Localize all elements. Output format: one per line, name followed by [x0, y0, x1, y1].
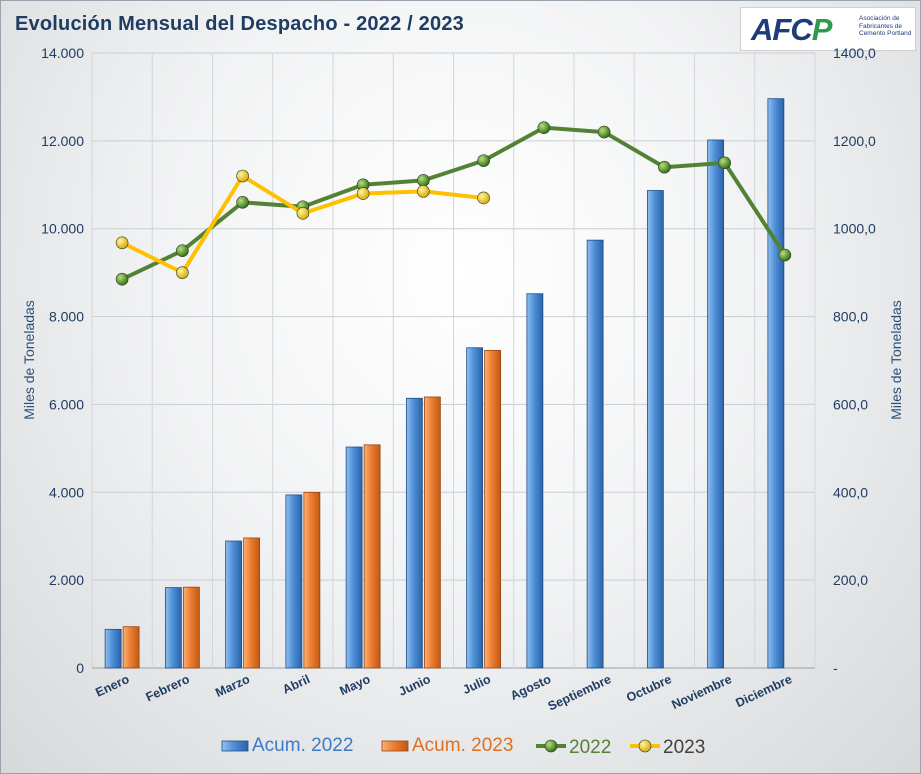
bar-acum-2022	[526, 293, 544, 669]
legend-label-acum-2023: Acum. 2023	[412, 735, 513, 756]
bar-acum-2023	[423, 396, 441, 669]
marker-2022	[597, 125, 611, 139]
left-axis-ticks: 0 2.000 4.000 6.000 8.000 10.000 12.000 14.000	[41, 45, 84, 676]
bar-acum-2022	[707, 139, 725, 669]
bar-acum-2023	[122, 626, 140, 669]
logo-mark-p: P	[811, 12, 833, 47]
bar-acum-2023	[484, 349, 502, 669]
left-tick-label: 8.000	[49, 309, 84, 325]
legend-swatch-acum-2023	[381, 740, 409, 752]
logo-text: Asociación de Fabricantes de Cemento Por…	[859, 15, 912, 37]
left-tick-label: 14.000	[41, 45, 84, 61]
afcp-logo: AFCP Asociación de Fabricantes de Cement…	[740, 7, 916, 51]
left-tick-label: 6.000	[49, 396, 84, 412]
marker-2022	[115, 272, 129, 286]
bar-acum-2022	[466, 347, 484, 669]
right-tick-label: 1400,0	[833, 45, 876, 61]
bar-acum-2023	[182, 586, 200, 669]
category-label: Diciembre	[733, 672, 794, 710]
right-tick-label: 1000,0	[833, 221, 876, 237]
category-label: Junio	[397, 672, 433, 699]
bars	[104, 98, 785, 669]
marker-2022	[417, 174, 430, 187]
marker-2022	[236, 196, 249, 209]
bar-acum-2023	[363, 444, 381, 669]
legend-label-acum-2022: Acum. 2022	[252, 735, 353, 756]
category-label: Enero	[93, 672, 131, 700]
category-label: Noviembre	[669, 672, 734, 712]
marker-2023	[417, 185, 430, 198]
category-label: Abril	[280, 672, 312, 697]
line-2022	[121, 125, 787, 282]
left-axis-title: Miles de Toneladas	[21, 300, 37, 420]
bar-acum-2022	[405, 397, 423, 669]
bar-acum-2022	[586, 239, 604, 669]
marker-2022	[176, 244, 189, 257]
left-tick-label: 10.000	[41, 221, 84, 237]
right-tick-label: 600,0	[833, 396, 868, 412]
marker-2022	[778, 248, 792, 262]
right-axis-ticks: - 200,0 400,0 600,0 800,0 1000,0 1200,0 1400,0	[833, 45, 876, 676]
category-label: Marzo	[213, 672, 252, 700]
category-label: Julio	[461, 672, 494, 697]
right-tick-label: 1200,0	[833, 133, 876, 149]
legend-marker-2023	[638, 739, 652, 753]
marker-2023	[477, 191, 490, 205]
marker-2022	[718, 156, 731, 170]
category-label: Agosto	[508, 672, 553, 703]
bar-acum-2022	[345, 446, 363, 669]
logo-mark-letters: AFC	[751, 12, 813, 47]
bar-acum-2022	[285, 494, 303, 669]
category-label: Septiembre	[546, 672, 614, 713]
marker-2023	[296, 207, 310, 220]
left-tick-label: 2.000	[49, 572, 84, 588]
gridlines	[91, 52, 816, 669]
lines	[115, 121, 792, 286]
bar-acum-2022	[646, 190, 664, 669]
right-axis-title: Miles de Toneladas	[888, 300, 904, 420]
marker-2022	[537, 121, 551, 134]
bar-acum-2022	[164, 587, 182, 669]
category-labels: Enero Febrero Marzo Abril Mayo Junio Julio Agos…	[93, 672, 794, 714]
right-tick-label: -	[833, 660, 838, 676]
left-tick-label: 0	[76, 660, 84, 676]
category-label: Octubre	[624, 672, 673, 705]
right-tick-label: 200,0	[833, 572, 868, 588]
right-tick-label: 800,0	[833, 309, 868, 325]
category-label: Febrero	[144, 672, 192, 705]
bar-acum-2022	[104, 628, 122, 669]
bar-acum-2022	[767, 98, 785, 669]
marker-2023	[115, 236, 129, 250]
category-label: Mayo	[338, 672, 373, 698]
left-tick-label: 4.000	[49, 484, 84, 500]
marker-2023	[236, 169, 249, 183]
legend-label-2023: 2023	[663, 737, 705, 758]
marker-2023	[356, 187, 370, 200]
legend: Acum. 2022 Acum. 2023 2022 2023	[221, 735, 705, 758]
legend-swatch-acum-2022	[221, 740, 249, 752]
logo-mark: AFCP	[751, 12, 833, 48]
bar-acum-2023	[303, 491, 321, 669]
right-tick-label: 400,0	[833, 484, 868, 500]
left-tick-label: 12.000	[41, 133, 84, 149]
marker-2022	[477, 154, 490, 167]
marker-2023	[176, 266, 189, 279]
bar-acum-2023	[243, 537, 261, 669]
bar-acum-2022	[225, 540, 243, 669]
marker-2022	[658, 160, 671, 174]
chart-title: Evolución Mensual del Despacho - 2022 / …	[15, 13, 464, 35]
legend-marker-2022	[544, 739, 558, 753]
legend-label-2022: 2022	[569, 737, 611, 758]
